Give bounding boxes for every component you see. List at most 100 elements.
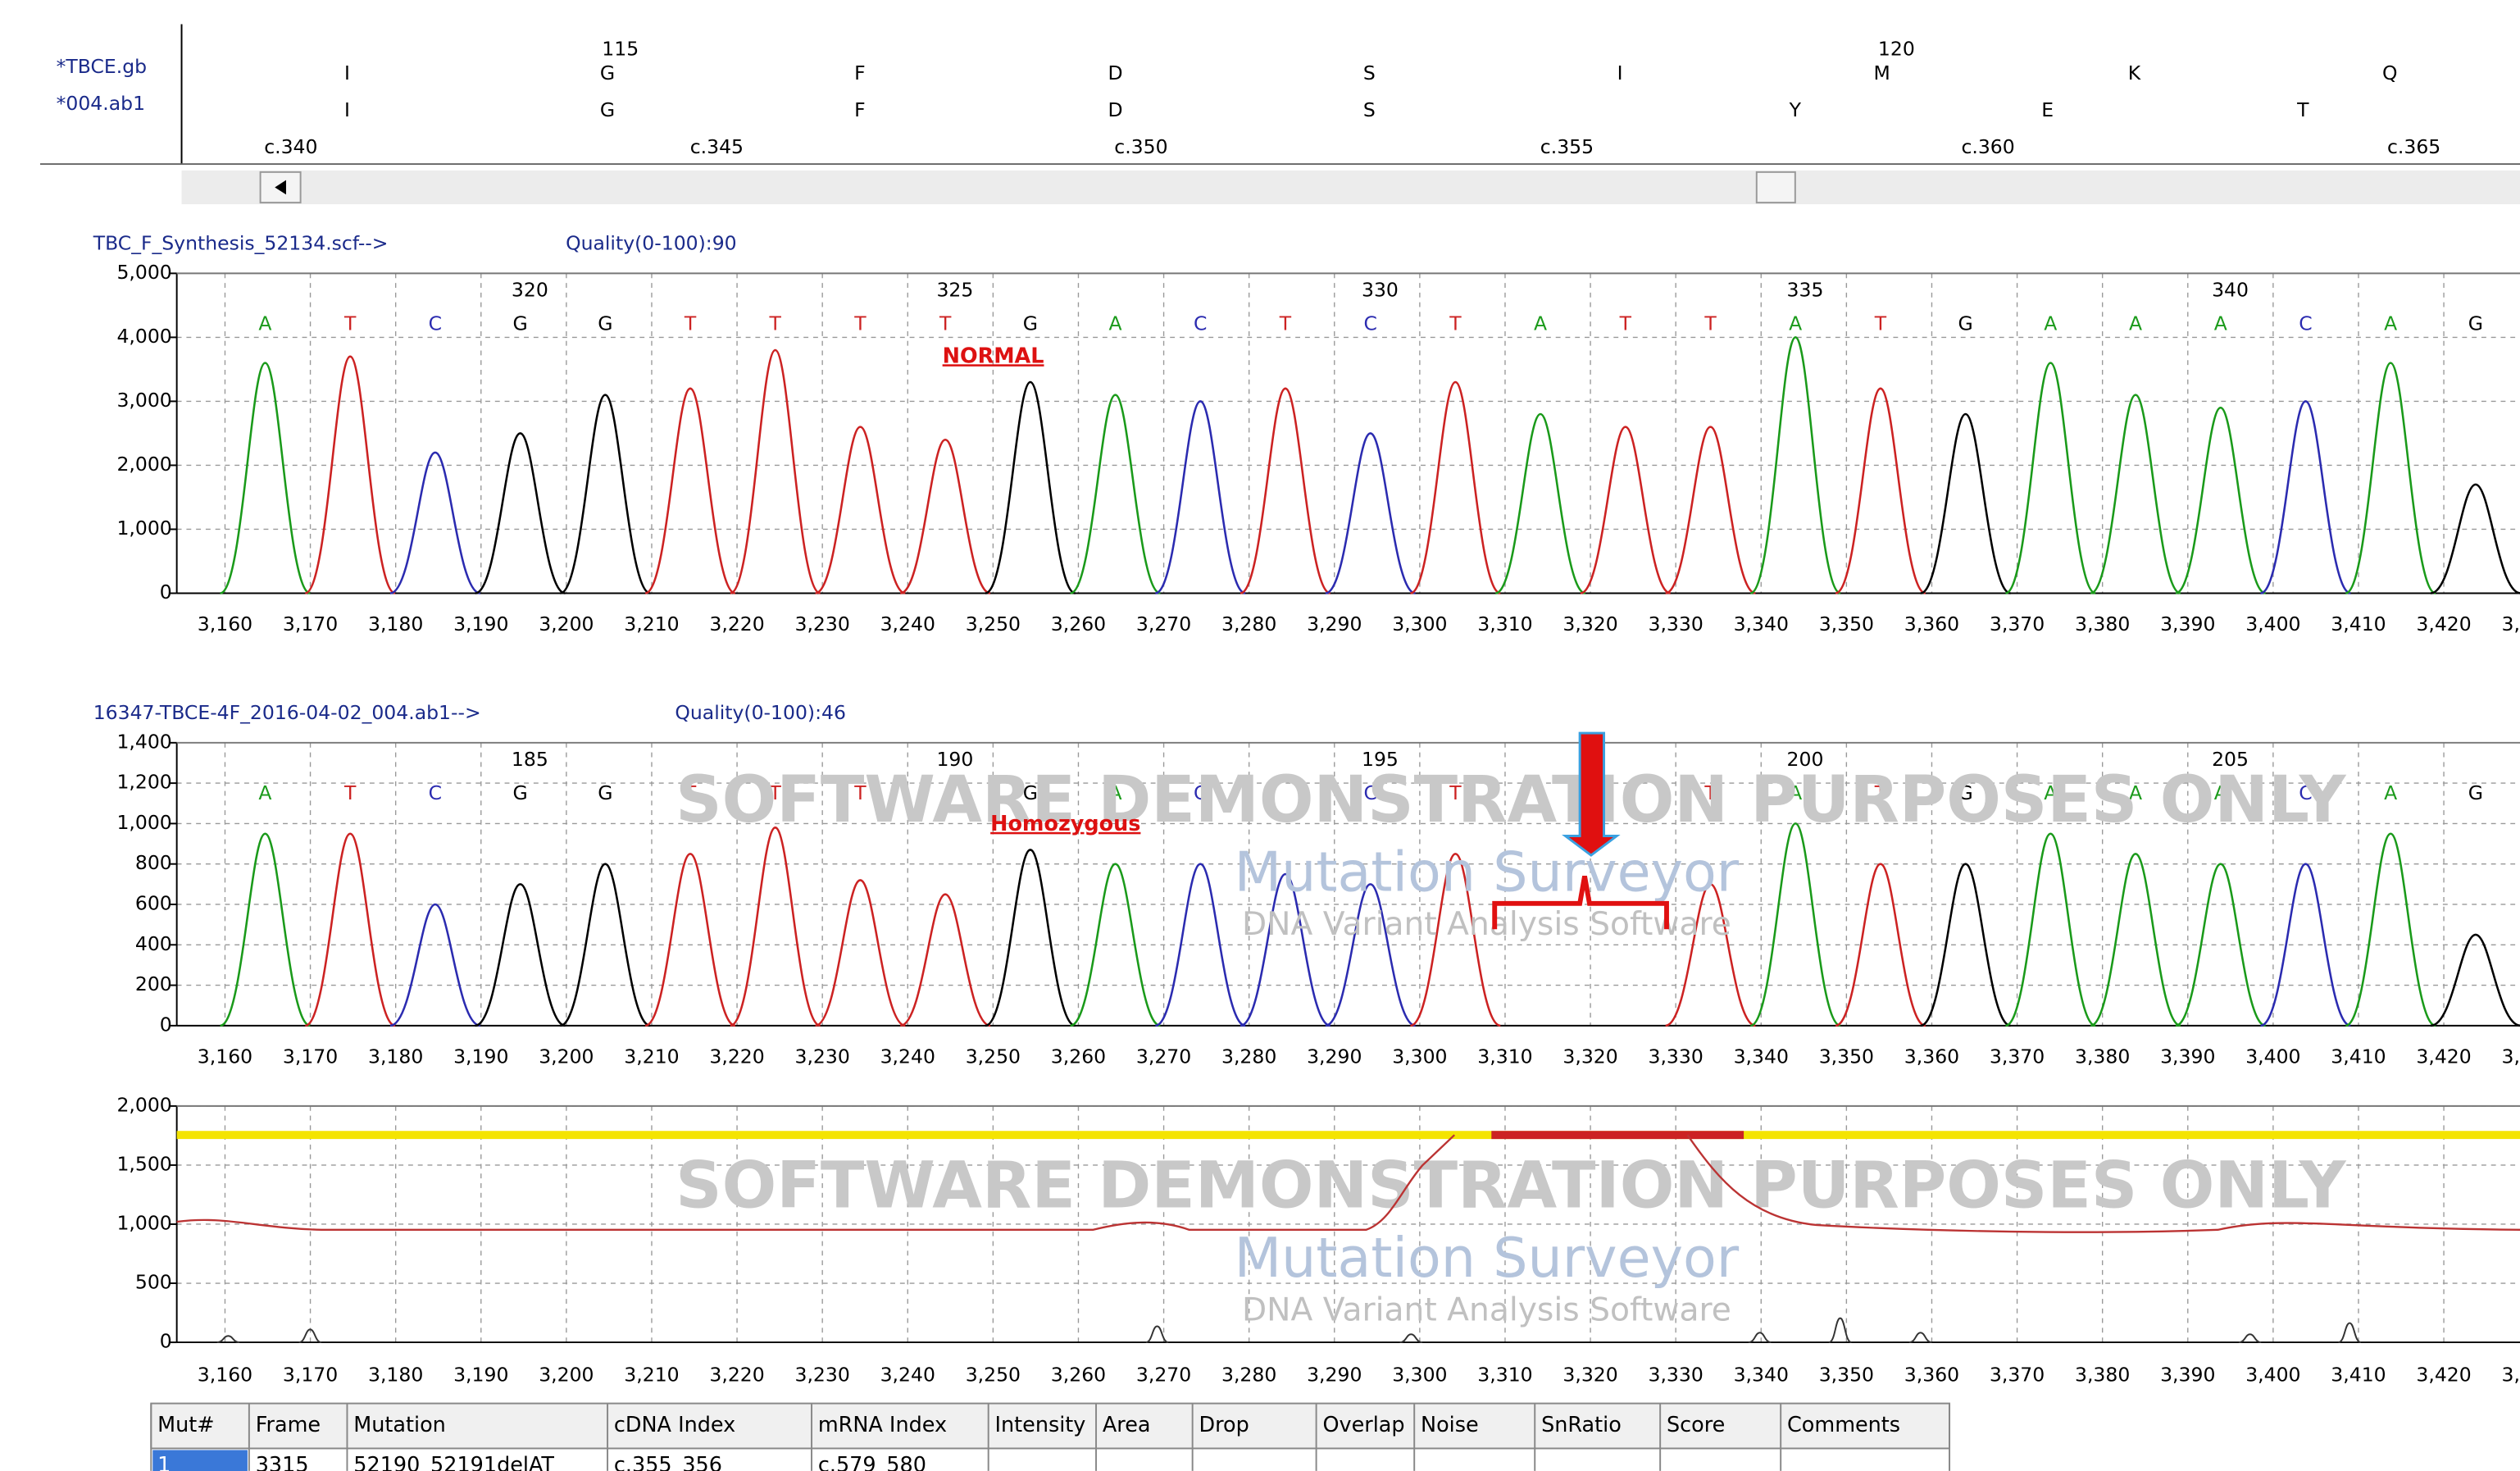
chromatogram-peak bbox=[730, 348, 821, 594]
watermark: Mutation Surveyor bbox=[1235, 840, 1740, 904]
x-tick-label: 3,160 bbox=[198, 1364, 252, 1387]
base-call: G bbox=[512, 781, 527, 804]
base-call: T bbox=[1619, 312, 1632, 335]
x-tick-label: 3,330 bbox=[1649, 1364, 1704, 1387]
x-tick-label: 3,180 bbox=[368, 1045, 423, 1068]
x-tick-label: 3,160 bbox=[198, 613, 252, 635]
x-tick-label: 3,200 bbox=[539, 613, 594, 635]
trace-file: 16347-TBCE-4F_2016-04-02_004.ab1--> bbox=[93, 701, 481, 724]
x-tick-label: 3,240 bbox=[880, 1045, 935, 1068]
chromatogram-peak bbox=[2345, 362, 2436, 594]
x-tick-label: 3,360 bbox=[1904, 1364, 1959, 1387]
noise-peak bbox=[2238, 1333, 2262, 1344]
codon-number: 115 bbox=[602, 37, 639, 60]
x-tick-label: 3,350 bbox=[1819, 1045, 1874, 1068]
x-tick-label: 3,250 bbox=[966, 1364, 1021, 1387]
y-tick-label: 5,000 bbox=[116, 261, 171, 284]
y-tick-label: 1,200 bbox=[116, 771, 171, 794]
base-position: 185 bbox=[512, 748, 548, 771]
x-tick-label: 3,420 bbox=[2416, 613, 2471, 635]
x-tick-label: 3,210 bbox=[624, 1045, 679, 1068]
x-tick-label: 3,410 bbox=[2331, 1364, 2386, 1387]
chromatogram-peak bbox=[1835, 387, 1926, 594]
base-call: T bbox=[1449, 781, 1462, 804]
base-position: 340 bbox=[2212, 278, 2249, 301]
chromatogram-peak bbox=[1325, 883, 1416, 1027]
base-call: T bbox=[1874, 312, 1887, 335]
x-tick-label: 3,360 bbox=[1904, 613, 1959, 635]
x-tick-label: 3,230 bbox=[795, 1364, 850, 1387]
base-call: A bbox=[258, 312, 271, 335]
chromatogram-peak bbox=[815, 879, 906, 1027]
base-call: A bbox=[1534, 312, 1547, 335]
base-position: 190 bbox=[936, 748, 973, 771]
noise-peak bbox=[1828, 1317, 1852, 1344]
x-tick-label: 3,260 bbox=[1051, 1364, 1106, 1387]
table-cell: c.579_580 bbox=[818, 1453, 926, 1471]
chromatogram-peak bbox=[559, 394, 651, 594]
chromatogram-peak bbox=[2175, 863, 2267, 1027]
chromatogram-peak bbox=[815, 426, 906, 594]
cdna-position: c.345 bbox=[690, 135, 744, 158]
x-tick-label: 3,370 bbox=[1990, 613, 2045, 635]
base-call: T bbox=[939, 312, 952, 335]
x-tick-label: 3,380 bbox=[2075, 1045, 2130, 1068]
table-header: cDNA Index bbox=[614, 1413, 735, 1437]
base-call: A bbox=[2129, 781, 2142, 804]
y-tick-label: 1,000 bbox=[116, 1211, 171, 1234]
base-call: C bbox=[1194, 312, 1207, 335]
x-tick-label: 3,220 bbox=[709, 1364, 764, 1387]
annotation-normal: NORMAL bbox=[943, 344, 1044, 368]
x-tick-label: 3,300 bbox=[1392, 1045, 1447, 1068]
chromatogram-peak bbox=[2345, 832, 2436, 1027]
trace-quality: Quality(0-100):90 bbox=[566, 232, 737, 255]
x-tick-label: 3,260 bbox=[1051, 613, 1106, 635]
noise-peak bbox=[1145, 1325, 1169, 1344]
x-tick-label: 3,310 bbox=[1477, 613, 1532, 635]
base-position: 205 bbox=[2212, 748, 2249, 771]
chromatogram-peak bbox=[220, 832, 311, 1027]
base-call: A bbox=[2214, 312, 2227, 335]
x-tick-label: 3,410 bbox=[2331, 613, 2386, 635]
x-tick-label: 3,320 bbox=[1562, 1045, 1617, 1068]
bracket bbox=[1492, 876, 1669, 930]
table-header: Frame bbox=[256, 1413, 321, 1437]
x-tick-label: 3,420 bbox=[2416, 1364, 2471, 1387]
annotation-homozygous: Homozygous bbox=[990, 812, 1140, 836]
y-tick-label: 0 bbox=[160, 581, 172, 603]
x-tick-label: 3,280 bbox=[1221, 613, 1276, 635]
x-tick-label: 3,230 bbox=[795, 613, 850, 635]
chromatogram-peak bbox=[2090, 853, 2181, 1027]
base-call: A bbox=[2214, 781, 2227, 804]
chromatogram-peak bbox=[220, 362, 311, 594]
x-tick-label: 3,330 bbox=[1649, 1045, 1704, 1068]
base-call: A bbox=[1109, 781, 1122, 804]
x-tick-label: 3,310 bbox=[1477, 1045, 1532, 1068]
scrollbar[interactable] bbox=[181, 170, 2520, 205]
base-call: T bbox=[769, 312, 782, 335]
chromatogram-peak bbox=[1920, 412, 2011, 594]
chromatogram-peak bbox=[1920, 863, 2011, 1027]
scroll-thumb[interactable] bbox=[1755, 171, 1796, 204]
chromatogram-peak bbox=[389, 903, 481, 1027]
watermark: Mutation Surveyor bbox=[1235, 1226, 1740, 1290]
arrow bbox=[1562, 731, 1621, 857]
noise-peak bbox=[1399, 1333, 1423, 1344]
x-tick-label: 3,170 bbox=[283, 613, 338, 635]
chromatogram-peak bbox=[899, 893, 991, 1027]
x-tick-label: 3,230 bbox=[795, 1045, 850, 1068]
x-tick-label: 3,300 bbox=[1392, 1364, 1447, 1387]
x-tick-label: 3,430 bbox=[2502, 1045, 2520, 1068]
base-call: C bbox=[2299, 781, 2312, 804]
chromatogram-peak bbox=[304, 832, 396, 1027]
y-tick-label: 600 bbox=[135, 891, 172, 914]
chromatogram-peak bbox=[2430, 483, 2520, 594]
ref-amino-acid: D bbox=[1108, 61, 1123, 84]
base-call: A bbox=[2044, 312, 2057, 335]
base-call: A bbox=[1789, 781, 1802, 804]
x-tick-label: 3,370 bbox=[1990, 1045, 2045, 1068]
base-call: C bbox=[429, 312, 442, 335]
cdna-position: c.340 bbox=[264, 135, 317, 158]
x-tick-label: 3,330 bbox=[1649, 613, 1704, 635]
